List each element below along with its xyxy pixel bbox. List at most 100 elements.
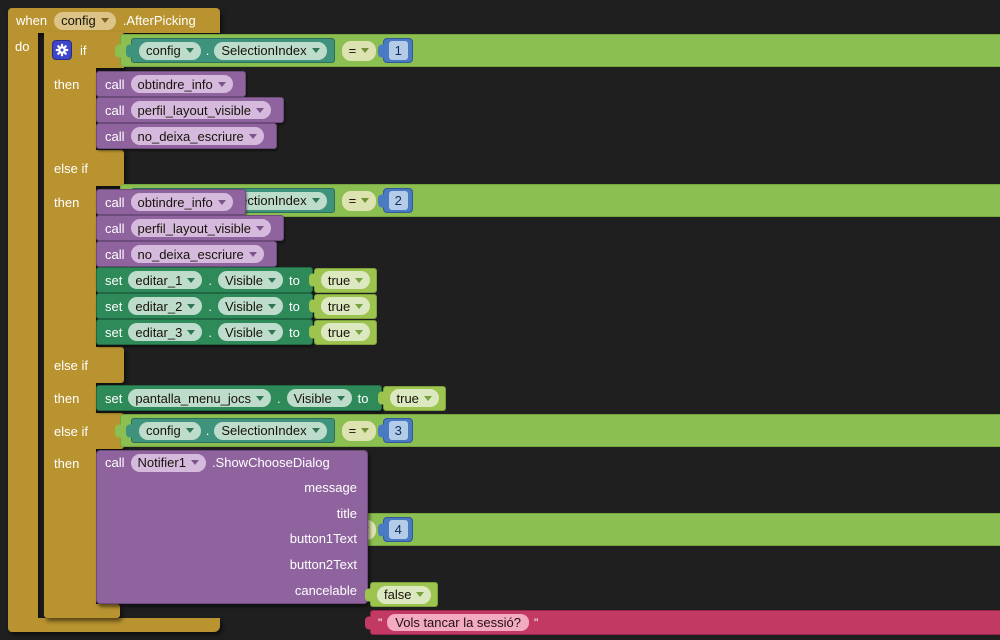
- component-name: Notifier1: [137, 455, 186, 471]
- property-dropdown[interactable]: Visible: [286, 389, 352, 407]
- logic-dropdown[interactable]: true: [389, 389, 439, 407]
- set-keyword: set: [105, 390, 123, 406]
- dropdown-arrow-icon: [248, 133, 257, 139]
- logic-true-block[interactable]: true: [382, 385, 446, 411]
- event-component-dropdown[interactable]: config: [54, 11, 116, 30]
- number-block[interactable]: 4: [383, 517, 414, 542]
- set-property-block[interactable]: set editar_2 . Visible to: [96, 293, 313, 319]
- compare-block-2[interactable]: config . SelectionIndex = 2: [120, 184, 1000, 217]
- component-dropdown[interactable]: config: [139, 421, 201, 440]
- if-block-bottom[interactable]: [44, 604, 120, 618]
- operator-dropdown[interactable]: =: [341, 190, 377, 211]
- dropdown-arrow-icon: [187, 303, 196, 309]
- set-property-block[interactable]: set editar_1 . Visible to: [96, 267, 313, 293]
- call-keyword: call: [105, 128, 125, 144]
- call-block[interactable]: call perfil_layout_visible: [96, 97, 284, 123]
- set-property-row: set editar_3 . Visible to true: [96, 319, 378, 345]
- set-keyword: set: [105, 272, 123, 288]
- call-block[interactable]: call obtindre_info: [96, 189, 246, 215]
- operator-dropdown[interactable]: =: [341, 40, 377, 61]
- dropdown-arrow-icon: [185, 428, 194, 433]
- call-block[interactable]: call obtindre_info: [96, 71, 246, 97]
- number-value-field[interactable]: 2: [388, 191, 408, 210]
- operator-dropdown[interactable]: =: [341, 420, 377, 441]
- logic-dropdown[interactable]: true: [320, 297, 371, 315]
- event-component-name: config: [61, 13, 96, 28]
- set-property-row: set pantalla_menu_jocs . Visible to true: [96, 385, 446, 411]
- set-property-row: set editar_2 . Visible to true: [96, 293, 378, 319]
- call-block[interactable]: call no_deixa_escriure: [96, 241, 277, 267]
- procedure-dropdown[interactable]: perfil_layout_visible: [130, 101, 271, 119]
- logic-true-block[interactable]: true: [313, 293, 378, 319]
- call-block[interactable]: call no_deixa_escriure: [96, 123, 277, 149]
- close-quote: ": [534, 615, 539, 630]
- number-block[interactable]: 2: [383, 188, 414, 213]
- logic-true-block[interactable]: true: [313, 267, 378, 293]
- notifier-call-block[interactable]: call Notifier1 .ShowChooseDialog message…: [96, 450, 368, 604]
- gear-glyph: [55, 43, 69, 57]
- procedure-dropdown[interactable]: perfil_layout_visible: [130, 219, 271, 237]
- procedure-name: no_deixa_escriure: [137, 246, 244, 262]
- procedure-dropdown[interactable]: obtindre_info: [130, 193, 233, 211]
- property-dropdown[interactable]: SelectionIndex: [214, 421, 327, 440]
- event-block-header[interactable]: when config .AfterPicking: [8, 8, 220, 33]
- then-label-2: then: [54, 194, 80, 210]
- property-dropdown[interactable]: SelectionIndex: [214, 41, 327, 60]
- dropdown-arrow-icon: [355, 303, 364, 309]
- procedure-dropdown[interactable]: no_deixa_escriure: [130, 245, 264, 263]
- event-name-label: .AfterPicking: [122, 13, 196, 28]
- if-condition-socket-4[interactable]: [44, 413, 124, 449]
- then-label-3: then: [54, 390, 80, 406]
- call-block[interactable]: call perfil_layout_visible: [96, 215, 284, 241]
- component-dropdown[interactable]: pantalla_menu_jocs: [128, 389, 271, 407]
- component-dropdown[interactable]: editar_2: [128, 297, 203, 315]
- event-block-bottom[interactable]: [8, 618, 220, 632]
- dropdown-arrow-icon: [255, 107, 264, 113]
- procedure-name: obtindre_info: [137, 194, 213, 210]
- component-dropdown[interactable]: editar_3: [128, 323, 203, 341]
- if-block-spine[interactable]: [44, 32, 96, 606]
- property-dropdown[interactable]: Visible: [217, 323, 284, 341]
- procedure-name: no_deixa_escriure: [137, 128, 244, 144]
- param-label-title: title: [336, 505, 357, 521]
- param-label-button2text: button2Text: [289, 556, 357, 572]
- compare-block-1[interactable]: config . SelectionIndex = 1: [120, 34, 1000, 67]
- if-condition-socket-3[interactable]: [44, 347, 124, 383]
- set-property-block[interactable]: set pantalla_menu_jocs . Visible to: [96, 385, 382, 411]
- logic-dropdown[interactable]: true: [320, 271, 371, 289]
- component-dropdown[interactable]: config: [139, 41, 201, 60]
- property-getter-block[interactable]: config . SelectionIndex: [131, 418, 335, 443]
- gear-icon[interactable]: [52, 40, 72, 60]
- operator-symbol: =: [348, 193, 357, 208]
- property-dropdown[interactable]: Visible: [217, 271, 284, 289]
- number-value-field[interactable]: 4: [388, 520, 408, 539]
- event-block-spine[interactable]: do: [8, 33, 38, 618]
- if-condition-socket-2[interactable]: [44, 150, 124, 186]
- string-value-field[interactable]: Vols tancar la sessió?: [387, 614, 529, 631]
- property-dropdown[interactable]: Visible: [217, 297, 284, 315]
- logic-dropdown[interactable]: true: [320, 323, 371, 341]
- notifier-component-dropdown[interactable]: Notifier1: [130, 453, 206, 472]
- number-value-field[interactable]: 1: [388, 41, 408, 60]
- component-name: config: [146, 423, 181, 438]
- logic-value: true: [327, 272, 351, 288]
- set-property-block[interactable]: set editar_3 . Visible to: [96, 319, 313, 345]
- component-name: editar_3: [135, 324, 183, 340]
- logic-dropdown[interactable]: false: [377, 585, 432, 604]
- property-getter-block[interactable]: config . SelectionIndex: [131, 38, 335, 63]
- procedure-dropdown[interactable]: obtindre_info: [130, 75, 233, 93]
- compare-block-3[interactable]: config . SelectionIndex = 3: [120, 414, 1000, 447]
- then-label-4: then: [54, 455, 80, 471]
- number-block[interactable]: 1: [383, 38, 414, 63]
- procedure-dropdown[interactable]: no_deixa_escriure: [130, 127, 264, 145]
- logic-false-block[interactable]: false: [370, 582, 439, 607]
- number-block[interactable]: 3: [383, 418, 414, 443]
- dot-separator: .: [208, 298, 212, 314]
- logic-true-block[interactable]: true: [313, 319, 378, 345]
- text-string-block-message[interactable]: " Vols tancar la sessió? ": [370, 610, 1000, 635]
- call-keyword: call: [105, 102, 125, 118]
- component-dropdown[interactable]: editar_1: [128, 271, 203, 289]
- number-value-field[interactable]: 3: [388, 421, 408, 440]
